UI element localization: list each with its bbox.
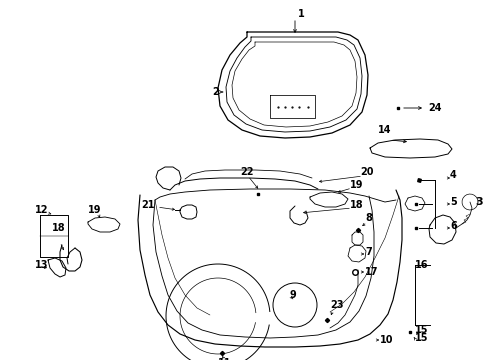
Text: 18: 18: [349, 200, 363, 210]
Text: 12: 12: [35, 205, 48, 215]
Text: 11: 11: [218, 358, 231, 360]
Text: 23: 23: [329, 300, 343, 310]
Text: 14: 14: [377, 125, 391, 135]
Text: 5: 5: [449, 197, 456, 207]
Text: 20: 20: [359, 167, 373, 177]
Text: 21: 21: [141, 200, 155, 210]
Text: 7: 7: [364, 247, 371, 257]
Text: 8: 8: [364, 213, 371, 223]
Text: 10: 10: [379, 335, 393, 345]
Text: 24: 24: [427, 103, 441, 113]
Text: 18: 18: [52, 223, 65, 233]
Text: 16: 16: [414, 260, 427, 270]
Text: 15: 15: [414, 325, 427, 335]
Text: 13: 13: [35, 260, 48, 270]
Text: 2: 2: [212, 87, 219, 97]
Text: 22: 22: [240, 167, 253, 177]
Text: 19: 19: [88, 205, 102, 215]
Text: 9: 9: [289, 290, 296, 300]
Text: 17: 17: [364, 267, 378, 277]
Text: 1: 1: [297, 9, 304, 19]
Text: 3: 3: [474, 197, 482, 207]
Text: 15: 15: [414, 333, 427, 343]
Text: 6: 6: [449, 221, 456, 231]
Text: 19: 19: [349, 180, 363, 190]
Text: 4: 4: [449, 170, 456, 180]
